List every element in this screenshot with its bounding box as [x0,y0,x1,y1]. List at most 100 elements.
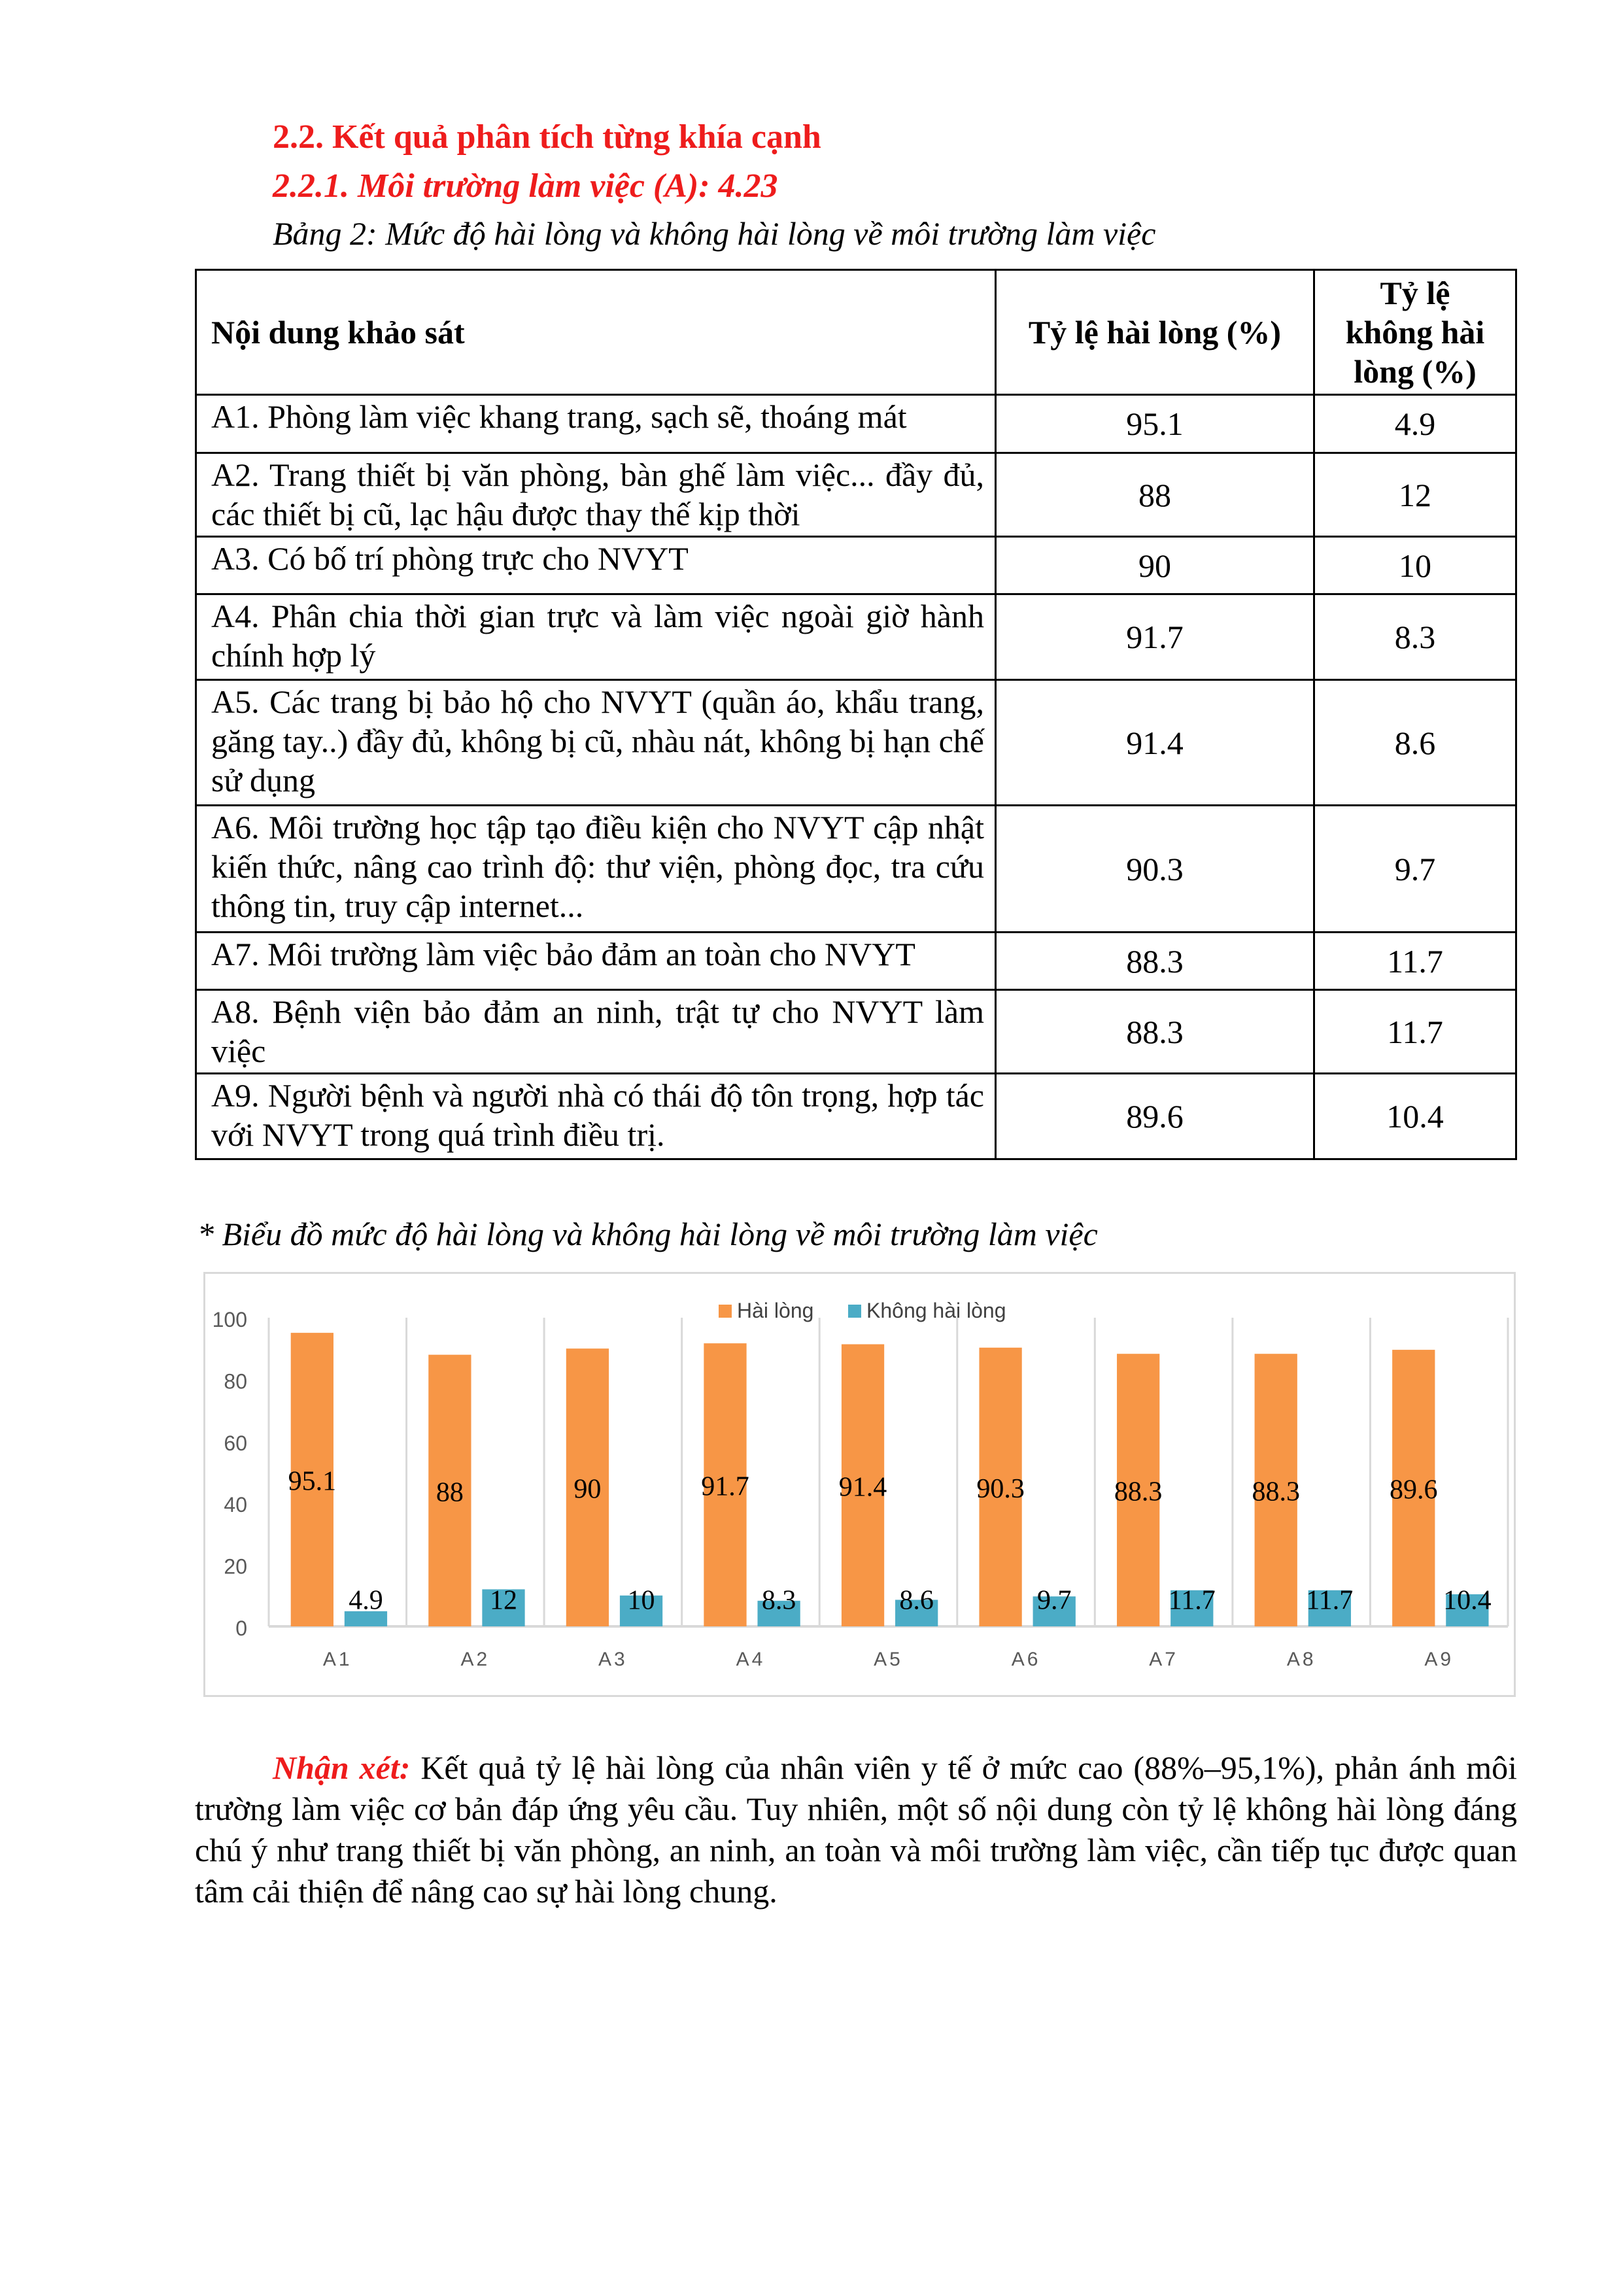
legend-label: Hài lòng [737,1299,813,1322]
data-label: 95.1 [288,1467,337,1497]
bar-satisfied [704,1343,747,1626]
data-label: 90 [573,1475,601,1505]
cell-unsatisfied: 10 [1313,536,1517,595]
chart-caption: * Biểu đồ mức độ hài lòng và không hài l… [197,1216,1098,1252]
cell-unsatisfied: 10.4 [1313,1072,1517,1160]
data-label: 12 [490,1586,517,1616]
section-heading: 2.2. Kết quả phân tích từng khía cạnh [273,118,821,156]
cell-satisfied: 90 [995,536,1315,595]
subsection-heading: 2.2.1. Môi trường làm việc (A): 4.23 [273,167,778,205]
bar-unsatisfied [757,1600,800,1626]
y-tick-label: 80 [224,1369,247,1393]
x-tick-label: A6 [1012,1649,1041,1670]
cell-content: A8. Bệnh viện bảo đảm an ninh, trật tự c… [195,989,997,1074]
survey-table: Nội dung khảo sát Tỷ lệ hài lòng (%) Tỷ … [195,269,1517,1160]
data-label: 91.4 [839,1472,887,1502]
cell-content: A6. Môi trường học tập tạo điều kiện cho… [195,804,997,933]
bar-satisfied [290,1333,333,1626]
data-label: 88.3 [1252,1477,1300,1507]
header-content: Nội dung khảo sát [195,269,997,396]
data-label: 89.6 [1390,1475,1438,1505]
bar-unsatisfied [1170,1590,1214,1626]
y-tick-label: 0 [235,1617,247,1640]
cell-content: A7. Môi trường làm việc bảo đảm an toàn … [195,931,997,991]
bar-unsatisfied [895,1600,938,1626]
y-tick-label: 60 [224,1431,247,1455]
x-tick-label: A7 [1149,1649,1178,1670]
data-label: 11.7 [1169,1586,1216,1616]
bar-unsatisfied [344,1611,388,1626]
cell-satisfied: 90.3 [995,804,1315,933]
bar-unsatisfied [619,1595,663,1626]
chart-frame [203,1272,1516,1697]
cell-unsatisfied: 9.7 [1313,804,1517,933]
data-label: 9.7 [1037,1586,1072,1616]
cell-unsatisfied: 4.9 [1313,394,1517,454]
cell-unsatisfied: 8.3 [1313,593,1517,681]
table-row: A8. Bệnh viện bảo đảm an ninh, trật tự c… [195,989,1517,1074]
data-label: 91.7 [701,1472,749,1502]
cell-content: A1. Phòng làm việc khang trang, sạch sẽ,… [195,394,997,454]
table-row: A5. Các trang bị bảo hộ cho NVYT (quần á… [195,679,1517,806]
cell-unsatisfied: 11.7 [1313,931,1517,991]
bar-satisfied [566,1348,609,1626]
table-row: A7. Môi trường làm việc bảo đảm an toàn … [195,931,1517,991]
x-tick-label: A3 [598,1649,628,1670]
comment-text: Kết quả tỷ lệ hài lòng của nhân viên y t… [195,1749,1517,1910]
cell-satisfied: 88.3 [995,931,1315,991]
header-satisfied: Tỷ lệ hài lòng (%) [995,269,1315,396]
cell-satisfied: 88.3 [995,989,1315,1074]
legend-label: Không hài lòng [866,1299,1006,1322]
cell-unsatisfied: 11.7 [1313,989,1517,1074]
cell-content: A9. Người bệnh và người nhà có thái độ t… [195,1072,997,1160]
data-label: 90.3 [976,1474,1025,1504]
header-unsatisfied: Tỷ lệ không hài lòng (%) [1313,269,1517,396]
data-label: 11.7 [1306,1586,1353,1616]
bar-satisfied [428,1354,471,1626]
cell-content: A3. Có bố trí phòng trực cho NVYT [195,536,997,595]
table-row: A2. Trang thiết bị văn phòng, bàn ghế là… [195,452,1517,538]
cell-unsatisfied: 12 [1313,452,1517,538]
cell-content: A4. Phân chia thời gian trực và làm việc… [195,593,997,681]
data-label: 8.3 [762,1586,796,1616]
bar-unsatisfied [1308,1590,1351,1626]
table-row: A3. Có bố trí phòng trực cho NVYT 90 10 [195,536,1517,595]
y-tick-label: 40 [224,1493,247,1516]
cell-satisfied: 91.4 [995,679,1315,806]
data-label: 10.4 [1443,1586,1492,1616]
cell-satisfied: 91.7 [995,593,1315,681]
table-row: A1. Phòng làm việc khang trang, sạch sẽ,… [195,394,1517,454]
table-row: A4. Phân chia thời gian trực và làm việc… [195,593,1517,681]
cell-content: A2. Trang thiết bị văn phòng, bàn ghế là… [195,452,997,538]
x-tick-label: A2 [460,1649,490,1670]
comment-paragraph: Nhận xét: Kết quả tỷ lệ hài lòng của nhâ… [195,1747,1517,1912]
data-label: 10 [628,1586,655,1616]
bar-unsatisfied [1446,1594,1489,1626]
cell-unsatisfied: 8.6 [1313,679,1517,806]
table-caption: Bảng 2: Mức độ hài lòng và không hài lòn… [273,215,1156,252]
x-tick-label: A4 [736,1649,766,1670]
bar-unsatisfied [1033,1596,1076,1626]
bar-satisfied [1117,1354,1160,1626]
x-tick-label: A9 [1424,1649,1454,1670]
x-tick-label: A5 [874,1649,903,1670]
y-tick-label: 20 [224,1555,247,1579]
x-tick-label: A1 [323,1649,352,1670]
legend-swatch [848,1305,861,1318]
cell-satisfied: 88 [995,452,1315,538]
bar-satisfied [979,1347,1022,1626]
data-label: 88.3 [1114,1477,1163,1507]
legend-swatch [719,1305,732,1318]
bar-satisfied [1392,1350,1435,1626]
cell-satisfied: 89.6 [995,1072,1315,1160]
table-row: A6. Môi trường học tập tạo điều kiện cho… [195,804,1517,933]
table-row: A9. Người bệnh và người nhà có thái độ t… [195,1072,1517,1160]
bar-satisfied [1254,1354,1297,1626]
cell-content: A5. Các trang bị bảo hộ cho NVYT (quần á… [195,679,997,806]
data-label: 4.9 [349,1586,383,1616]
bar-unsatisfied [482,1589,525,1626]
y-tick-label: 100 [213,1308,247,1331]
data-label: 88 [436,1477,464,1507]
bar-satisfied [841,1344,885,1626]
